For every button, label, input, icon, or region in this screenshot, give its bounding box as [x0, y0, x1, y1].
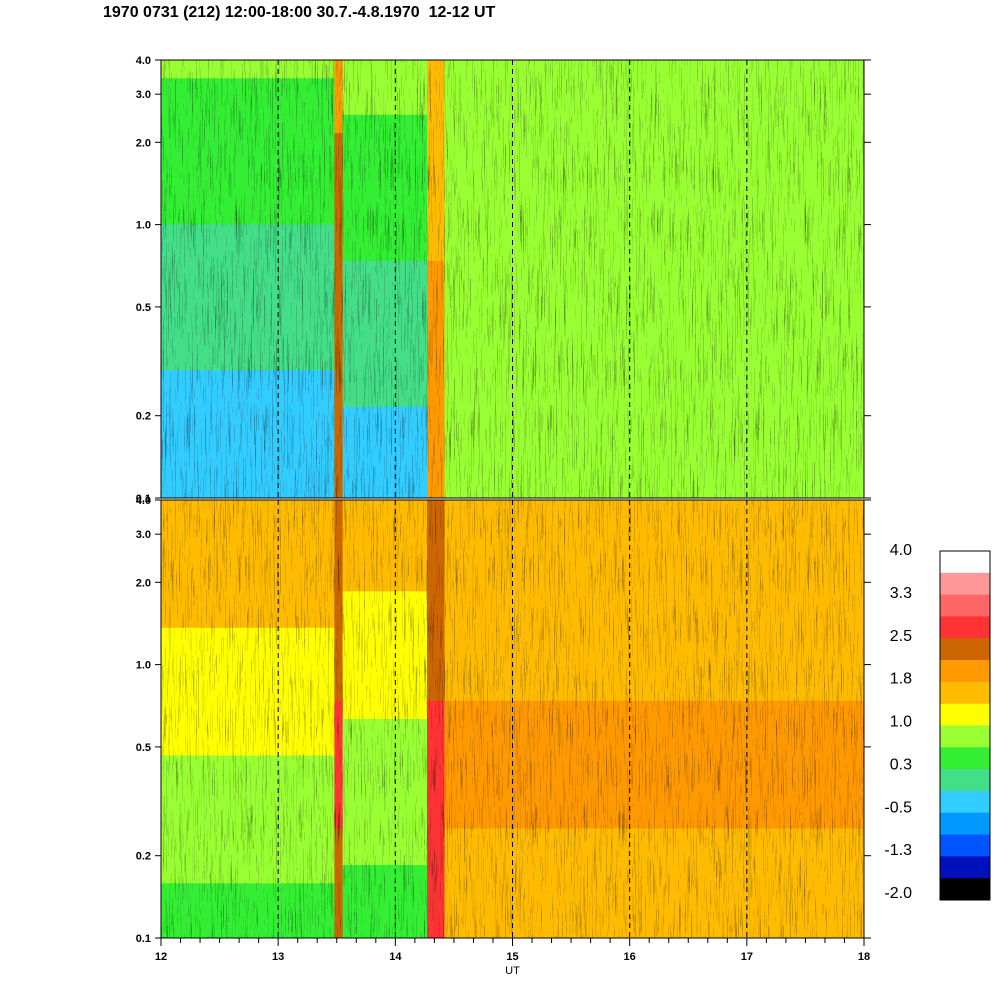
colorbar-swatch [940, 638, 990, 661]
colorbar-swatch [940, 681, 990, 705]
axes-overlay: 0.10.20.51.02.03.04.00.10.20.51.02.03.04… [136, 55, 871, 977]
colorbar-swatch [940, 594, 990, 617]
colorbar: 4.0 3.3 2.5 1.8 1.0 0.3 -0.5 -1.3 -2.0 [884, 542, 991, 902]
colorbar-frame [939, 550, 991, 901]
colorbar-label: -1.3 [884, 842, 912, 859]
colorbar-label: 0.3 [890, 756, 912, 773]
colorbar-swatch [940, 747, 990, 770]
y-tick-label: 3.0 [136, 529, 151, 541]
y-tick-label: 0.1 [136, 493, 151, 505]
colorbar-swatch [940, 769, 990, 792]
y-tick-label: 0.2 [136, 411, 151, 423]
y-tick-label: 0.1 [136, 933, 151, 945]
colorbar-label: 3.3 [890, 585, 912, 602]
colorbar-label: -2.0 [884, 885, 912, 902]
y-tick-label: 1.0 [136, 220, 151, 232]
y-tick-label: 2.0 [136, 137, 151, 149]
colorbar-swatch [940, 551, 990, 574]
x-tick-label: 13 [272, 951, 284, 963]
y-tick-label: 2.0 [136, 577, 151, 589]
colorbar-label: -0.5 [884, 799, 912, 816]
colorbar-label: 4.0 [890, 542, 912, 559]
y-tick-label: 0.2 [136, 851, 151, 863]
colorbar-swatch [940, 856, 990, 879]
x-tick-label: 15 [506, 951, 518, 963]
y-tick-label: 0.5 [136, 742, 151, 754]
colorbar-swatch [940, 616, 990, 639]
colorbar-swatch [940, 725, 990, 748]
y-tick-label: 3.0 [136, 89, 151, 101]
x-tick-label: 16 [624, 951, 636, 963]
y-tick-label: 4.0 [136, 55, 151, 67]
colorbar-swatch [940, 812, 990, 835]
page-title: 1970 0731 (212) 12:00-18:00 30.7.-4.8.19… [103, 4, 496, 21]
x-tick-label: 12 [155, 951, 167, 963]
colorbar-label: 2.5 [890, 628, 912, 645]
colorbar-label: 1.0 [890, 714, 912, 731]
upper-panel-frame [160, 59, 865, 499]
x-tick-label: 14 [389, 951, 402, 963]
x-tick-label: 18 [858, 951, 870, 963]
y-tick-label: 1.0 [136, 660, 151, 672]
y-tick-label: 0.5 [136, 302, 151, 314]
colorbar-swatch [940, 572, 990, 596]
colorbar-swatch [940, 834, 990, 857]
y-tick-label: 4.0 [136, 495, 151, 507]
colorbar-swatch [940, 878, 990, 901]
colorbar-swatch [940, 660, 990, 683]
colorbar-swatch [940, 703, 990, 726]
x-tick-label: 17 [741, 951, 753, 963]
colorbar-label: 1.8 [890, 671, 912, 688]
x-axis-title: UT [505, 965, 520, 977]
colorbar-swatch [940, 790, 990, 814]
